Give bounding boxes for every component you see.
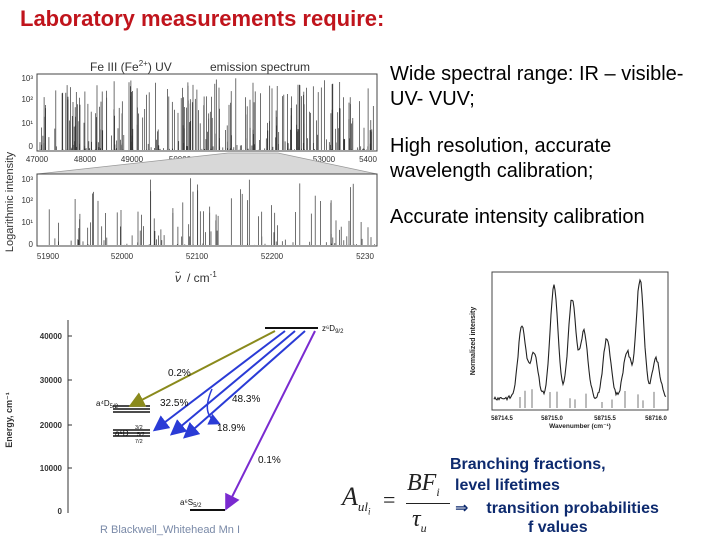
energy-ytick: 0 <box>58 507 63 516</box>
normalized-xtick: 58715.5 <box>594 416 616 422</box>
formula-numerator: BFi <box>407 470 440 499</box>
branching-line2: level lifetimes <box>455 477 560 494</box>
fraction-label: 0.1% <box>258 455 281 466</box>
bottom-ytick-0: 0 <box>29 240 34 249</box>
bracket-arrow <box>206 388 221 425</box>
energy-y-label: Energy, cm⁻¹ <box>4 392 14 448</box>
normalized-sticks <box>519 389 655 408</box>
normalized-curve <box>493 278 667 402</box>
branching-line1: Branching fractions, <box>450 456 606 473</box>
transition-to-a4D <box>128 330 276 407</box>
top-ytick-1: 10¹ <box>21 119 33 128</box>
bullet-spectral-range: Wide spectral range: IR – visible- UV- V… <box>390 63 684 110</box>
formula-fraction-bar <box>406 503 450 504</box>
branching-line4: f values <box>528 519 588 536</box>
normalized-frame <box>491 271 669 411</box>
level-a6D-label: a⁶D <box>115 429 129 438</box>
energy-ytick: 10000 <box>40 464 63 473</box>
fraction-label: 0.2% <box>168 368 191 379</box>
normalized-y-label: Normalized intensity <box>470 307 477 376</box>
energy-ytick: 20000 <box>40 421 63 430</box>
bullet-intensity: Accurate intensity calibration <box>390 206 645 228</box>
emission-spectrum-figure: Fe III (Fe2+) UV emission spectrum Logar… <box>4 59 378 285</box>
implies-arrow-icon: ⇒ <box>455 500 469 517</box>
top-xtick: 49000 <box>121 155 144 164</box>
level-a6S-label: a⁶S5/2 <box>180 498 202 509</box>
top-xtick: 48000 <box>74 155 97 164</box>
energy-level-diagram: Energy, cm⁻¹ 40000 30000 20000 10000 0 z… <box>4 320 344 516</box>
normalized-x-label: Wavenumber (cm⁻¹) <box>549 423 611 430</box>
bottom-ytick-2: 10² <box>21 196 33 205</box>
bottom-ytick-1: 10¹ <box>21 218 33 227</box>
normalized-xtick: 58715.0 <box>541 416 563 422</box>
fraction-label: 18.9% <box>217 423 245 434</box>
bottom-xtick: 52200 <box>261 252 284 261</box>
normalized-spectrum: Normalized intensity 58714.5 58715.0 587… <box>470 271 669 430</box>
bottom-xtick: 52100 <box>186 252 209 261</box>
top-xtick: 5400 <box>359 155 377 164</box>
slide-title: Laboratory measurements require: <box>20 6 385 31</box>
top-xtick: 47000 <box>26 155 49 164</box>
formula-lhs: Auli <box>342 482 371 517</box>
top-xtick: 53000 <box>313 155 336 164</box>
spectrum-title: Fe III (Fe2+) UV <box>90 59 172 74</box>
energy-ytick: 40000 <box>40 332 63 341</box>
bottom-panel-lines <box>48 178 375 245</box>
bullet-resolution: High resolution, accurate wavelength cal… <box>390 135 612 182</box>
spectrum-title-right: emission spectrum <box>210 60 310 74</box>
bottom-ytick-3: 10³ <box>21 175 33 184</box>
bottom-xtick: 51900 <box>37 252 60 261</box>
bottom-panel-frame <box>36 173 378 247</box>
credit-text: R Blackwell_Whitehead Mn I <box>100 524 241 536</box>
top-panel-frame <box>36 73 378 152</box>
fraction-label: 32.5% <box>160 398 188 409</box>
top-panel-lines <box>39 78 374 150</box>
transition-to-a6D-1 <box>152 330 286 432</box>
spectrum-y-label: Logarithmic intensity <box>4 151 16 252</box>
bottom-xtick: 52000 <box>111 252 134 261</box>
energy-ytick: 30000 <box>40 376 63 385</box>
level-a4D-label: a⁴D5/2 <box>96 399 119 410</box>
formula-denominator: τu <box>412 506 427 535</box>
transition-to-a6S <box>225 330 316 511</box>
top-ytick-2: 10² <box>21 95 33 104</box>
spectrum-x-label: ν̃ / cm-1 <box>175 270 217 285</box>
level-a6D-sub: 7/2 <box>135 439 143 445</box>
level-z6D-label: z⁶D9/2 <box>322 324 344 335</box>
level-a6D-sub: 3/2 <box>135 425 143 431</box>
fraction-label: 48.3% <box>232 394 260 405</box>
formula-equals: = <box>383 487 396 512</box>
transition-to-a6D-2 <box>169 330 296 436</box>
normalized-xtick: 58716.0 <box>645 416 667 422</box>
bottom-xtick: 5230 <box>356 252 374 261</box>
transition-to-a6D-3 <box>183 330 306 439</box>
normalized-xtick: 58714.5 <box>491 416 513 422</box>
level-a6D-sub: 5/2 <box>137 432 145 438</box>
branching-line3: ⇒ transition probabilities <box>455 500 659 517</box>
top-ytick-3: 10³ <box>21 74 33 83</box>
top-ytick-0: 0 <box>29 142 34 151</box>
